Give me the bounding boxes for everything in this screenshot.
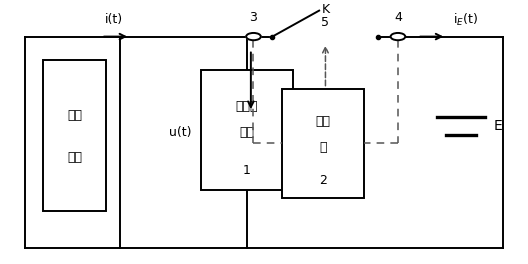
Text: 太阳: 太阳 <box>68 109 82 122</box>
Text: 电荷存: 电荷存 <box>235 100 258 113</box>
Bar <box>43 60 107 211</box>
Bar <box>201 70 293 190</box>
Text: i(t): i(t) <box>105 13 124 26</box>
Circle shape <box>391 33 406 40</box>
Text: 控制: 控制 <box>316 115 331 128</box>
Text: 器: 器 <box>319 141 327 154</box>
Text: u(t): u(t) <box>169 126 191 139</box>
Text: 1: 1 <box>243 164 251 177</box>
Text: E: E <box>494 119 503 133</box>
Text: 储器: 储器 <box>239 126 254 139</box>
Text: 5: 5 <box>322 16 329 29</box>
Circle shape <box>246 33 261 40</box>
Text: i$_E$(t): i$_E$(t) <box>453 12 478 28</box>
Text: 3: 3 <box>250 11 258 24</box>
Text: 4: 4 <box>394 11 402 24</box>
Text: 电池: 电池 <box>68 152 82 164</box>
Text: K: K <box>322 3 329 16</box>
Bar <box>282 88 364 198</box>
Text: 2: 2 <box>319 174 327 187</box>
